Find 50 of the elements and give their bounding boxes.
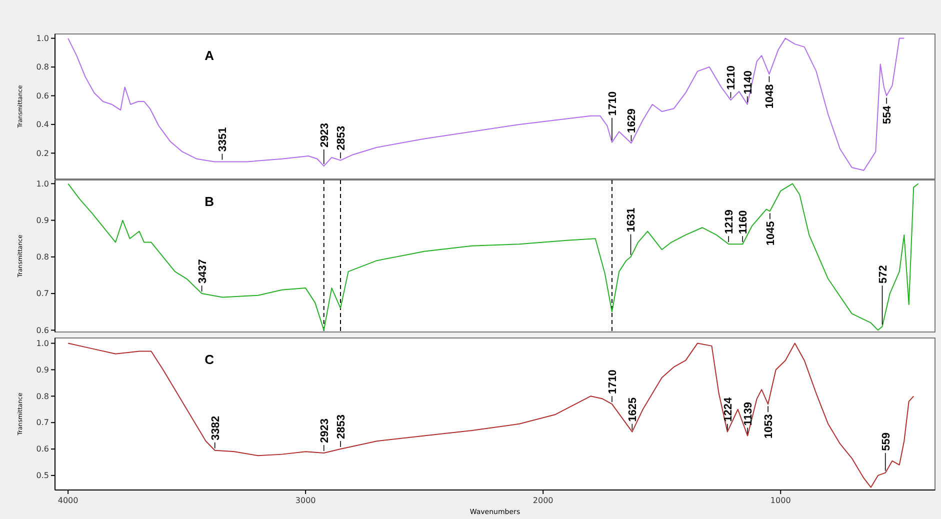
annotation: 572 bbox=[877, 265, 890, 284]
y-tick-label: 0.9 bbox=[36, 216, 49, 225]
annotation: 2853 bbox=[335, 414, 348, 440]
y-tick-label: 0.6 bbox=[36, 326, 49, 335]
annotation: 1045 bbox=[764, 221, 777, 246]
y-tick-label: 1.0 bbox=[36, 338, 49, 348]
annotation: 1224 bbox=[722, 396, 734, 422]
annotation: 2853 bbox=[335, 126, 348, 150]
annotation: 1710 bbox=[606, 91, 619, 116]
annotation: 2923 bbox=[318, 418, 331, 443]
line-series bbox=[68, 183, 919, 331]
y-tick-label: 1.0 bbox=[36, 179, 49, 188]
annotation: 1631 bbox=[626, 208, 638, 232]
annotation: 1710 bbox=[606, 370, 619, 394]
y-tick-label: 0.7 bbox=[36, 289, 49, 298]
y-tick-label: 0.2 bbox=[36, 148, 49, 158]
annotation: B bbox=[204, 194, 214, 209]
annotation: 1053 bbox=[763, 414, 776, 439]
x-tick-label: 1000 bbox=[770, 496, 791, 505]
annotation: 2923 bbox=[318, 122, 331, 148]
y-tick-label: 0.5 bbox=[36, 471, 49, 480]
line-series bbox=[68, 38, 905, 171]
annotation: 554 bbox=[882, 104, 894, 124]
annotation: 559 bbox=[880, 432, 892, 451]
annotation: 1219 bbox=[724, 210, 736, 234]
annotation: 3351 bbox=[217, 127, 230, 152]
x-tick-label: 3000 bbox=[295, 496, 316, 505]
annotation: 3437 bbox=[196, 259, 209, 284]
annotation: A bbox=[204, 48, 215, 63]
annotation: 3382 bbox=[210, 416, 222, 440]
annotation: 1139 bbox=[742, 402, 755, 426]
line-series bbox=[68, 342, 914, 488]
annotation: 1625 bbox=[627, 397, 640, 422]
y-tick-label: 0.6 bbox=[36, 91, 49, 100]
annotation: 1160 bbox=[738, 210, 750, 234]
x-tick-label: 2000 bbox=[532, 496, 554, 505]
annotation: 1629 bbox=[626, 108, 638, 134]
y-tick-label: 0.7 bbox=[36, 418, 49, 428]
annotation: 1210 bbox=[726, 66, 738, 90]
y-tick-label: 0.8 bbox=[36, 252, 49, 262]
y-tick-label: 0.8 bbox=[36, 62, 49, 72]
annotation: 1140 bbox=[742, 70, 754, 94]
y-tick-label: 1.0 bbox=[36, 34, 49, 43]
y-tick-label: 0.8 bbox=[36, 392, 49, 401]
annotation: C bbox=[204, 352, 215, 367]
x-tick-label: 4000 bbox=[58, 496, 78, 505]
y-tick-label: 0.4 bbox=[36, 120, 49, 130]
y-tick-label: 0.9 bbox=[36, 365, 49, 374]
annotation: 1048 bbox=[764, 84, 776, 109]
y-tick-label: 0.6 bbox=[36, 444, 49, 454]
